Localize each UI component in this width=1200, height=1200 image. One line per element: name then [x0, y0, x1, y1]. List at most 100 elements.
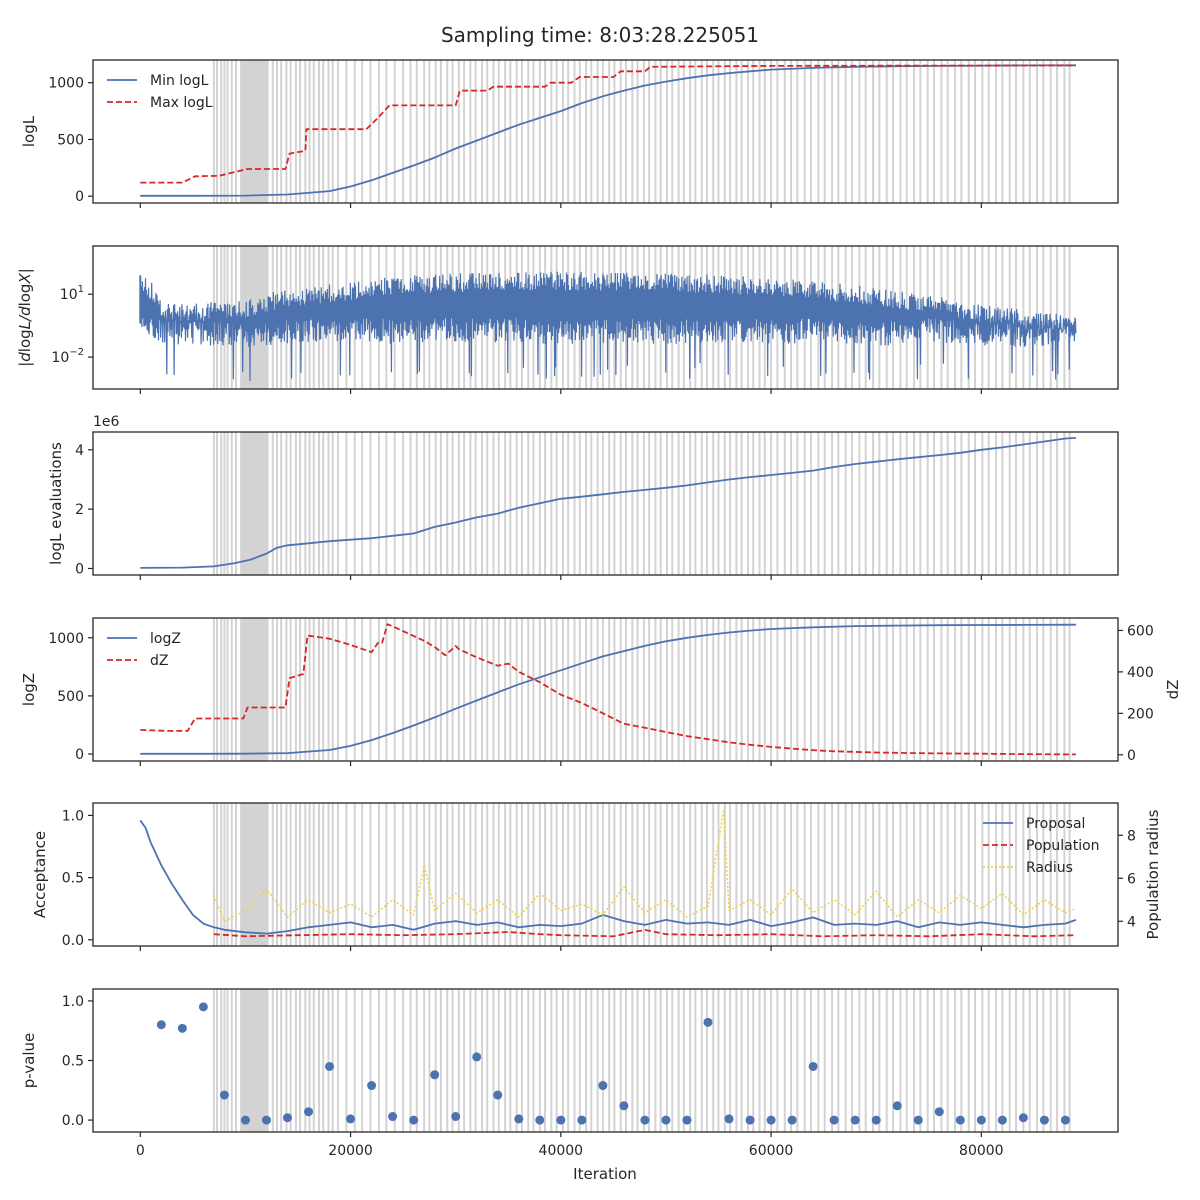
- data-point: [388, 1112, 398, 1122]
- legend-label: Min logL: [150, 73, 209, 89]
- axes-frame: [92, 59, 1119, 204]
- legend-label: Population: [1026, 838, 1100, 854]
- y-right-tick-label: 6: [1127, 871, 1136, 887]
- data-point: [1039, 1115, 1049, 1125]
- series-dz: [140, 623, 1076, 756]
- series-logz: [140, 623, 1076, 755]
- legend-label: Proposal: [1026, 816, 1085, 832]
- data-point: [703, 1017, 713, 1027]
- y-tick-label: 0: [75, 189, 84, 205]
- panel-acceptance: 0.0 0.5 1.0 4 6 8 Acceptance Population radius P…: [31, 802, 1162, 951]
- panel-logl: 0 500 1000 logL Min logL Max logL: [20, 59, 1119, 208]
- y-right-tick-label: 200: [1127, 706, 1154, 722]
- y-tick-label: 500: [57, 132, 84, 148]
- data-point: [871, 1115, 881, 1125]
- panel-dlogl: 10−2 101 |dlogL/dlogX|: [16, 245, 1119, 394]
- axes-frame: [92, 617, 1119, 762]
- data-point: [724, 1114, 734, 1124]
- y-tick-label: 0.5: [62, 1054, 84, 1070]
- x-tick-label: 60000: [749, 1143, 794, 1159]
- data-point: [156, 1020, 166, 1030]
- series-population: [213, 929, 1076, 938]
- legend-label: Max logL: [150, 95, 213, 111]
- panel-pvalue: 0.0 0.5 1.0 0 20000 40000 60000 80000 p-value: [20, 988, 1119, 1159]
- plot-area: [140, 432, 1076, 575]
- x-tick-label: 80000: [959, 1143, 1004, 1159]
- x-axis-label: Iteration: [573, 1165, 637, 1183]
- series-dlogl-0: [139, 271, 1077, 382]
- shaded-band: [240, 432, 269, 575]
- data-point: [745, 1115, 755, 1125]
- data-point: [955, 1115, 965, 1125]
- plot-area: [156, 989, 1071, 1132]
- legend-label: logZ: [150, 631, 181, 647]
- y-tick-label: 0: [75, 561, 84, 577]
- y-tick-label: 500: [57, 689, 84, 705]
- plot-area: [140, 618, 1076, 761]
- series-proposal: [139, 819, 1077, 935]
- data-point: [997, 1115, 1007, 1125]
- legend: Proposal Population Radius: [983, 816, 1100, 876]
- data-point: [1018, 1113, 1028, 1123]
- plot-area: [140, 60, 1076, 203]
- x-tick-label: 0: [136, 1143, 145, 1159]
- panels: 0 500 1000 logL Min logL Max logL 10−2 101 |dlog…: [16, 59, 1182, 1159]
- figure-title: Sampling time: 8:03:28.225051: [441, 23, 759, 47]
- data-point: [808, 1061, 818, 1071]
- plot-area: [139, 803, 1077, 946]
- data-point: [198, 1002, 208, 1012]
- data-point: [240, 1115, 250, 1125]
- data-point: [850, 1115, 860, 1125]
- y-right-axis-label: Population radius: [1144, 809, 1162, 939]
- y-tick-label: 1000: [48, 631, 84, 647]
- data-point: [282, 1113, 292, 1123]
- y-tick-label: 0.5: [62, 871, 84, 887]
- series-pvalue-0: [156, 1002, 1070, 1125]
- shaded-regions: [212, 618, 1071, 761]
- legend: logZ dZ: [107, 631, 181, 669]
- data-point: [535, 1115, 545, 1125]
- data-point: [556, 1115, 566, 1125]
- plot-area: [139, 246, 1077, 389]
- y-tick-label: 1000: [48, 76, 84, 92]
- data-point: [682, 1115, 692, 1125]
- data-point: [346, 1114, 356, 1124]
- y-right-tick-label: 600: [1127, 623, 1154, 639]
- y-tick-label: 1.0: [62, 994, 84, 1010]
- y-tick-label: 0.0: [62, 1113, 84, 1129]
- shaded-band: [240, 989, 269, 1132]
- legend-label: Radius: [1026, 860, 1073, 876]
- series-radius: [213, 808, 1077, 923]
- y-right-tick-label: 8: [1127, 828, 1136, 844]
- x-tick-label: 20000: [328, 1143, 373, 1159]
- panel-evals: 0 2 4 logL evaluations 1e6: [47, 414, 1119, 580]
- legend: Min logL Max logL: [107, 73, 213, 111]
- axes-frame: [92, 245, 1119, 390]
- legend-label: dZ: [150, 653, 168, 669]
- y-axis-label: logL: [20, 115, 38, 147]
- y-axis-label: Acceptance: [31, 831, 49, 918]
- series-max-logl: [140, 64, 1076, 184]
- data-point: [514, 1114, 524, 1124]
- data-point: [976, 1115, 986, 1125]
- panel-logz: 0 500 1000 0 200 400 600 logZ dZ logZ dZ: [20, 617, 1182, 766]
- shaded-band: [240, 803, 269, 946]
- y-tick-label: 0: [75, 747, 84, 763]
- shaded-regions: [212, 989, 1071, 1132]
- data-point: [493, 1090, 503, 1100]
- data-point: [934, 1107, 944, 1117]
- series-min-logl: [140, 64, 1076, 197]
- x-tick-label: 40000: [539, 1143, 584, 1159]
- series-evals-0: [140, 437, 1076, 569]
- data-point: [766, 1115, 776, 1125]
- data-point: [892, 1101, 902, 1111]
- data-point: [325, 1061, 335, 1071]
- y-tick-label: 101: [60, 284, 84, 303]
- data-point: [472, 1052, 482, 1062]
- data-point: [451, 1112, 461, 1122]
- data-point: [598, 1081, 608, 1091]
- y-tick-label: 1.0: [62, 808, 84, 824]
- y-axis-label: logZ: [20, 673, 38, 706]
- data-point: [829, 1115, 839, 1125]
